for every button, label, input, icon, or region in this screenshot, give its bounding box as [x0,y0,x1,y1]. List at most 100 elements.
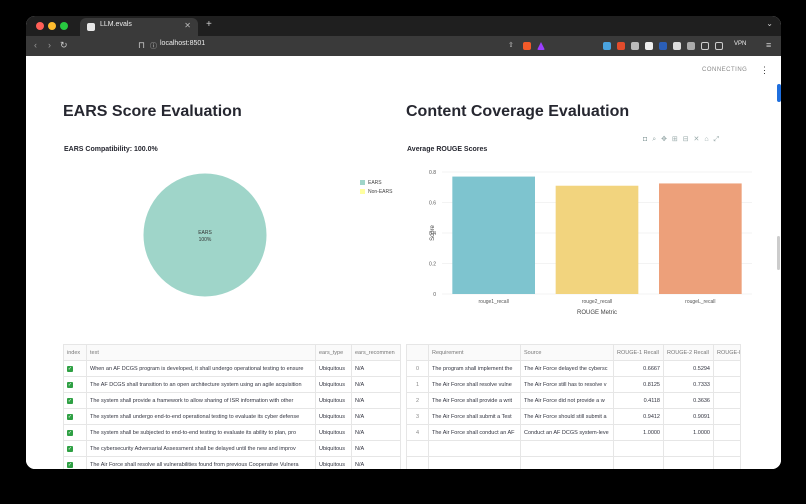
checkbox-icon[interactable]: ✓ [67,461,73,468]
table-cell[interactable]: N/A [351,408,401,425]
table-cell[interactable]: Ubiquitous [315,360,352,377]
extension-icon[interactable] [645,42,653,50]
minimize-window-button[interactable] [48,22,56,30]
column-header[interactable]: Requirement [428,344,521,361]
column-header[interactable]: ROUGE-2 Recall [663,344,714,361]
table-cell[interactable]: The Air Force shall submit a Test [428,408,521,425]
table-cell[interactable]: 1.0000 [613,424,664,441]
table-cell[interactable]: 0.5294 [663,360,714,377]
table-cell[interactable]: 0.6667 [613,360,664,377]
table-cell[interactable]: N/A [351,456,401,469]
table-row[interactable]: ✓ The Air Force shall resolve all vulnera… [63,456,401,469]
row-index[interactable]: 2 [406,392,429,409]
table-row[interactable]: 3 The Air Force shall submit a Test The Ai… [406,408,741,425]
table-cell[interactable]: Ubiquitous [315,440,352,457]
close-tab-icon[interactable]: ✕ [184,21,191,30]
share-icon[interactable]: ⇧ [508,42,514,49]
table-cell[interactable]: The system shall undergo end-to-end oper… [86,408,316,425]
reset-axes-icon[interactable]: ⌂ [704,136,709,143]
table-cell[interactable]: N/A [351,440,401,457]
extension-icon[interactable] [687,42,695,50]
zoom-in-icon[interactable]: ⊞ [671,136,678,143]
checkbox-icon[interactable]: ✓ [67,397,73,404]
table-cell[interactable] [713,424,741,441]
table-cell[interactable]: 0.7333 [663,376,714,393]
row-checkbox[interactable]: ✓ [63,424,87,441]
wallet-icon[interactable] [715,42,723,50]
table-cell[interactable]: N/A [351,392,401,409]
table-cell[interactable]: When an AF DCGS program is developed, it… [86,360,316,377]
table-cell[interactable]: N/A [351,360,401,377]
table-cell[interactable]: Conduct an AF DCGS system-leve [520,424,614,441]
camera-icon[interactable]: ◘ [643,136,648,143]
extension-icon[interactable] [631,42,639,50]
table-row[interactable]: ✓ When an AF DCGS program is developed, i… [63,360,401,377]
table-row[interactable]: 1 The Air Force shall resolve vulne The Ai… [406,376,741,393]
table-cell[interactable]: 0.3636 [663,392,714,409]
extension-icon[interactable] [659,42,667,50]
table-cell[interactable]: N/A [351,376,401,393]
table-cell[interactable]: The cybersecurity Adversarial Assessment… [86,440,316,457]
table-cell[interactable] [713,392,741,409]
table-cell[interactable] [713,408,741,425]
checkbox-icon[interactable]: ✓ [67,413,73,420]
fullscreen-icon[interactable]: ⤢ [713,136,720,143]
pan-icon[interactable]: ✥ [661,136,667,143]
table-cell[interactable]: The Air Force should still submit a [520,408,614,425]
scrollbar-thumb[interactable] [777,236,780,270]
table-cell[interactable]: 0.4118 [613,392,664,409]
column-header[interactable]: text [86,344,316,361]
extension-icon[interactable] [673,42,681,50]
table-row[interactable]: ✓ The AF DCGS shall transition to an open… [63,376,401,393]
column-header[interactable]: ROUGE-L [713,344,741,361]
table-cell[interactable]: Ubiquitous [315,376,352,393]
row-index[interactable]: 1 [406,376,429,393]
table-row[interactable]: 4 The Air Force shall conduct an AF Conduc… [406,424,741,441]
main-menu-icon[interactable]: ⋮ [760,65,769,75]
table-cell[interactable]: The Air Force shall resolve vulne [428,376,521,393]
row-index[interactable]: 4 [406,424,429,441]
maximize-window-button[interactable] [60,22,68,30]
table-cell[interactable]: The system shall be subjected to end-to-… [86,424,316,441]
table-cell[interactable]: The program shall implement the [428,360,521,377]
bar-rougeL_recall[interactable] [659,183,742,294]
table-cell[interactable]: Ubiquitous [315,456,352,469]
tab-list-chevron-icon[interactable]: ⌄ [766,19,773,28]
close-window-button[interactable] [36,22,44,30]
column-header[interactable]: Source [520,344,614,361]
table-cell[interactable]: The Air Force did not provide a w [520,392,614,409]
table-row[interactable]: ✓ The system shall provide a framework to… [63,392,401,409]
table-cell[interactable]: The Air Force delayed the cybersc [520,360,614,377]
column-header[interactable]: ROUGE-1 Recall [613,344,664,361]
column-header[interactable]: ears_recommen [351,344,401,361]
table-cell[interactable] [713,360,741,377]
browser-tab[interactable]: LLM.evals ✕ [80,18,198,36]
bar-rouge2_recall[interactable] [555,185,639,294]
column-header[interactable]: ears_type [315,344,352,361]
new-tab-icon[interactable]: + [206,19,212,30]
row-checkbox[interactable]: ✓ [63,408,87,425]
table-row[interactable]: ✓ The system shall be subjected to end-to… [63,424,401,441]
legend-item-ears[interactable]: EARS [360,180,382,186]
menu-icon[interactable]: ≡ [766,40,772,50]
zoom-icon[interactable]: ⌕ [652,136,657,143]
reload-icon[interactable]: ↻ [60,40,68,50]
address-bar[interactable]: localhost:8501 [160,40,206,47]
zoom-out-icon[interactable]: ⊟ [682,136,689,143]
legend-item-non-ears[interactable]: Non-EARS [360,189,392,195]
extension-icon[interactable] [603,42,611,50]
table-row[interactable]: 2 The Air Force shall provide a writ The A… [406,392,741,409]
row-index[interactable]: 3 [406,408,429,425]
table-row[interactable]: 0 The program shall implement the The Air … [406,360,741,377]
extension-icon[interactable] [617,42,625,50]
table-row[interactable]: ✓ The cybersecurity Adversarial Assessmen… [63,440,401,457]
table-cell[interactable]: The Air Force shall conduct an AF [428,424,521,441]
table-cell[interactable]: 0.9412 [613,408,664,425]
bookmark-icon[interactable]: ⊓ [138,40,146,50]
site-info-icon[interactable]: ⓘ [150,43,157,50]
row-checkbox[interactable]: ✓ [63,360,87,377]
table-cell[interactable]: 1.0000 [663,424,714,441]
checkbox-icon[interactable]: ✓ [67,381,73,388]
brave-shield-icon[interactable] [523,42,531,50]
checkbox-icon[interactable]: ✓ [67,429,73,436]
